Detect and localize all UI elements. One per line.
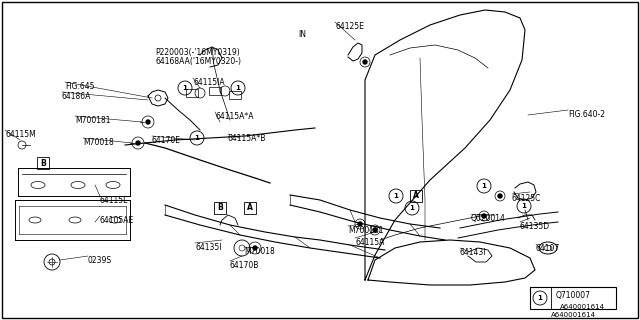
Bar — [186, 89, 198, 97]
Bar — [229, 91, 241, 99]
Text: 64115IA: 64115IA — [193, 78, 225, 87]
Text: M700181: M700181 — [348, 226, 383, 235]
Circle shape — [373, 228, 377, 232]
Text: 64170E: 64170E — [152, 136, 181, 145]
Circle shape — [363, 60, 367, 64]
Text: Q020014: Q020014 — [471, 214, 506, 223]
Text: 0239S: 0239S — [88, 256, 112, 265]
Bar — [214, 202, 226, 214]
Text: 64115A*B: 64115A*B — [228, 134, 266, 143]
Text: 64105AE: 64105AE — [100, 216, 134, 225]
Text: FIG.640-2: FIG.640-2 — [568, 110, 605, 119]
Text: 64115A: 64115A — [355, 238, 385, 247]
Circle shape — [498, 194, 502, 198]
Text: 1: 1 — [394, 193, 399, 199]
Bar — [410, 190, 422, 202]
Text: Q710007: Q710007 — [556, 291, 591, 300]
Text: 1: 1 — [481, 183, 486, 189]
Text: 64170B: 64170B — [230, 261, 259, 270]
Text: 1: 1 — [410, 205, 415, 211]
Text: 64125E: 64125E — [335, 22, 364, 31]
Bar — [530, 287, 616, 309]
Circle shape — [253, 246, 257, 250]
Text: A: A — [247, 204, 253, 212]
Bar — [244, 202, 256, 214]
Text: A640001614: A640001614 — [560, 304, 605, 310]
Circle shape — [358, 222, 362, 226]
Text: IN: IN — [298, 30, 306, 39]
Text: 1: 1 — [538, 295, 543, 301]
Text: P220003(-'16MY0319): P220003(-'16MY0319) — [155, 48, 240, 57]
Text: 1: 1 — [522, 203, 527, 209]
Text: 64115L: 64115L — [100, 196, 129, 205]
Text: A640001614: A640001614 — [550, 312, 595, 318]
Text: 64135D: 64135D — [520, 222, 550, 231]
Text: 1: 1 — [195, 135, 200, 141]
Text: B: B — [217, 204, 223, 212]
Text: 64143I: 64143I — [460, 248, 486, 257]
Text: B: B — [40, 158, 46, 167]
Text: 64107: 64107 — [536, 244, 560, 253]
Circle shape — [136, 141, 140, 145]
Text: M70018: M70018 — [244, 247, 275, 256]
Text: 64135I: 64135I — [195, 243, 221, 252]
Text: 64186A: 64186A — [62, 92, 92, 101]
Text: M70018: M70018 — [83, 138, 114, 147]
Text: 1: 1 — [236, 85, 241, 91]
Circle shape — [146, 120, 150, 124]
Circle shape — [482, 214, 486, 218]
Text: 64115M: 64115M — [5, 130, 36, 139]
Bar — [209, 87, 221, 95]
Text: FIG.645: FIG.645 — [65, 82, 95, 91]
Text: 64125C: 64125C — [512, 194, 541, 203]
Bar — [37, 157, 49, 169]
Text: 1: 1 — [182, 85, 188, 91]
Text: 64168AA('16MY0320-): 64168AA('16MY0320-) — [155, 57, 241, 66]
Text: M700181: M700181 — [75, 116, 111, 125]
Text: 64115A*A: 64115A*A — [215, 112, 253, 121]
Text: A: A — [413, 191, 419, 201]
